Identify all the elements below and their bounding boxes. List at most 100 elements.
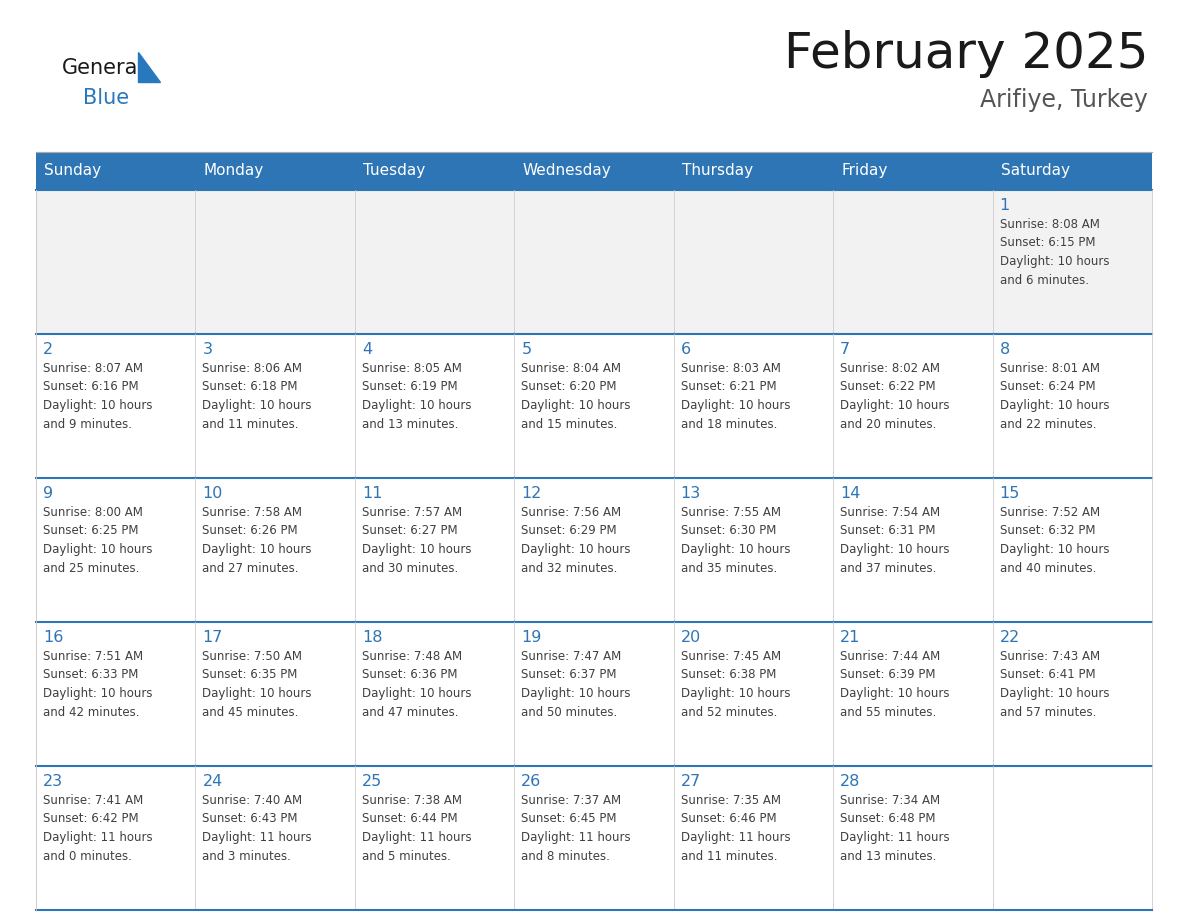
Text: Sunday: Sunday <box>44 163 101 178</box>
Text: Sunrise: 7:45 AM
Sunset: 6:38 PM
Daylight: 10 hours
and 52 minutes.: Sunrise: 7:45 AM Sunset: 6:38 PM Dayligh… <box>681 650 790 719</box>
Text: 16: 16 <box>43 630 63 645</box>
Text: Sunrise: 7:44 AM
Sunset: 6:39 PM
Daylight: 10 hours
and 55 minutes.: Sunrise: 7:44 AM Sunset: 6:39 PM Dayligh… <box>840 650 949 719</box>
Text: 6: 6 <box>681 342 691 357</box>
Text: February 2025: February 2025 <box>784 30 1148 78</box>
Text: 17: 17 <box>202 630 223 645</box>
Bar <box>833 766 992 910</box>
Text: Sunrise: 7:51 AM
Sunset: 6:33 PM
Daylight: 10 hours
and 42 minutes.: Sunrise: 7:51 AM Sunset: 6:33 PM Dayligh… <box>43 650 152 719</box>
Bar <box>992 622 1152 766</box>
Text: 22: 22 <box>999 630 1019 645</box>
Bar <box>514 622 674 766</box>
Bar <box>355 190 514 334</box>
Bar <box>196 622 355 766</box>
Bar <box>36 622 196 766</box>
Bar <box>355 622 514 766</box>
Text: 12: 12 <box>522 486 542 501</box>
Text: 3: 3 <box>202 342 213 357</box>
Text: Sunrise: 8:03 AM
Sunset: 6:21 PM
Daylight: 10 hours
and 18 minutes.: Sunrise: 8:03 AM Sunset: 6:21 PM Dayligh… <box>681 362 790 431</box>
Text: 27: 27 <box>681 774 701 789</box>
Text: 19: 19 <box>522 630 542 645</box>
Text: 24: 24 <box>202 774 222 789</box>
Text: 18: 18 <box>362 630 383 645</box>
Bar <box>36 152 196 190</box>
Bar <box>674 334 833 478</box>
Text: 7: 7 <box>840 342 851 357</box>
Text: 25: 25 <box>362 774 383 789</box>
Bar <box>674 190 833 334</box>
Text: 13: 13 <box>681 486 701 501</box>
Bar <box>514 334 674 478</box>
Bar <box>196 766 355 910</box>
Text: Sunrise: 8:07 AM
Sunset: 6:16 PM
Daylight: 10 hours
and 9 minutes.: Sunrise: 8:07 AM Sunset: 6:16 PM Dayligh… <box>43 362 152 431</box>
Bar <box>992 152 1152 190</box>
Text: Sunrise: 7:37 AM
Sunset: 6:45 PM
Daylight: 11 hours
and 8 minutes.: Sunrise: 7:37 AM Sunset: 6:45 PM Dayligh… <box>522 794 631 863</box>
Text: Thursday: Thursday <box>682 163 753 178</box>
Bar <box>355 334 514 478</box>
Text: 2: 2 <box>43 342 53 357</box>
Polygon shape <box>138 52 160 82</box>
Text: Blue: Blue <box>83 88 129 108</box>
Bar <box>833 622 992 766</box>
Text: Sunrise: 7:58 AM
Sunset: 6:26 PM
Daylight: 10 hours
and 27 minutes.: Sunrise: 7:58 AM Sunset: 6:26 PM Dayligh… <box>202 506 312 575</box>
Text: 9: 9 <box>43 486 53 501</box>
Text: Sunrise: 7:50 AM
Sunset: 6:35 PM
Daylight: 10 hours
and 45 minutes.: Sunrise: 7:50 AM Sunset: 6:35 PM Dayligh… <box>202 650 312 719</box>
Text: Sunrise: 8:05 AM
Sunset: 6:19 PM
Daylight: 10 hours
and 13 minutes.: Sunrise: 8:05 AM Sunset: 6:19 PM Dayligh… <box>362 362 472 431</box>
Text: Sunrise: 8:08 AM
Sunset: 6:15 PM
Daylight: 10 hours
and 6 minutes.: Sunrise: 8:08 AM Sunset: 6:15 PM Dayligh… <box>999 218 1110 286</box>
Bar <box>514 190 674 334</box>
Text: Sunrise: 7:52 AM
Sunset: 6:32 PM
Daylight: 10 hours
and 40 minutes.: Sunrise: 7:52 AM Sunset: 6:32 PM Dayligh… <box>999 506 1110 575</box>
Text: Sunrise: 8:01 AM
Sunset: 6:24 PM
Daylight: 10 hours
and 22 minutes.: Sunrise: 8:01 AM Sunset: 6:24 PM Dayligh… <box>999 362 1110 431</box>
Text: 26: 26 <box>522 774 542 789</box>
Bar <box>36 334 196 478</box>
Text: 21: 21 <box>840 630 860 645</box>
Text: 23: 23 <box>43 774 63 789</box>
Text: Sunrise: 7:38 AM
Sunset: 6:44 PM
Daylight: 11 hours
and 5 minutes.: Sunrise: 7:38 AM Sunset: 6:44 PM Dayligh… <box>362 794 472 863</box>
Bar <box>833 152 992 190</box>
Text: Monday: Monday <box>203 163 264 178</box>
Text: Sunrise: 7:47 AM
Sunset: 6:37 PM
Daylight: 10 hours
and 50 minutes.: Sunrise: 7:47 AM Sunset: 6:37 PM Dayligh… <box>522 650 631 719</box>
Text: 8: 8 <box>999 342 1010 357</box>
Text: General: General <box>62 58 144 78</box>
Bar <box>833 478 992 622</box>
Bar <box>355 152 514 190</box>
Text: 5: 5 <box>522 342 531 357</box>
Bar <box>514 766 674 910</box>
Text: Sunrise: 7:35 AM
Sunset: 6:46 PM
Daylight: 11 hours
and 11 minutes.: Sunrise: 7:35 AM Sunset: 6:46 PM Dayligh… <box>681 794 790 863</box>
Bar <box>833 190 992 334</box>
Text: 28: 28 <box>840 774 860 789</box>
Text: Arifiye, Turkey: Arifiye, Turkey <box>980 88 1148 112</box>
Text: Sunrise: 7:34 AM
Sunset: 6:48 PM
Daylight: 11 hours
and 13 minutes.: Sunrise: 7:34 AM Sunset: 6:48 PM Dayligh… <box>840 794 949 863</box>
Text: 4: 4 <box>362 342 372 357</box>
Text: Sunrise: 7:56 AM
Sunset: 6:29 PM
Daylight: 10 hours
and 32 minutes.: Sunrise: 7:56 AM Sunset: 6:29 PM Dayligh… <box>522 506 631 575</box>
Text: Friday: Friday <box>841 163 887 178</box>
Bar <box>992 334 1152 478</box>
Bar <box>992 478 1152 622</box>
Bar <box>355 478 514 622</box>
Text: Wednesday: Wednesday <box>523 163 611 178</box>
Bar <box>36 190 196 334</box>
Text: 11: 11 <box>362 486 383 501</box>
Bar <box>36 766 196 910</box>
Bar <box>674 766 833 910</box>
Bar <box>992 766 1152 910</box>
Text: 14: 14 <box>840 486 860 501</box>
Text: Saturday: Saturday <box>1000 163 1069 178</box>
Text: Sunrise: 8:00 AM
Sunset: 6:25 PM
Daylight: 10 hours
and 25 minutes.: Sunrise: 8:00 AM Sunset: 6:25 PM Dayligh… <box>43 506 152 575</box>
Bar <box>196 334 355 478</box>
Bar <box>514 152 674 190</box>
Text: Sunrise: 7:43 AM
Sunset: 6:41 PM
Daylight: 10 hours
and 57 minutes.: Sunrise: 7:43 AM Sunset: 6:41 PM Dayligh… <box>999 650 1110 719</box>
Text: Tuesday: Tuesday <box>362 163 425 178</box>
Bar <box>355 766 514 910</box>
Text: Sunrise: 7:55 AM
Sunset: 6:30 PM
Daylight: 10 hours
and 35 minutes.: Sunrise: 7:55 AM Sunset: 6:30 PM Dayligh… <box>681 506 790 575</box>
Bar <box>196 478 355 622</box>
Text: Sunrise: 8:02 AM
Sunset: 6:22 PM
Daylight: 10 hours
and 20 minutes.: Sunrise: 8:02 AM Sunset: 6:22 PM Dayligh… <box>840 362 949 431</box>
Bar <box>674 622 833 766</box>
Bar <box>196 152 355 190</box>
Bar <box>992 190 1152 334</box>
Bar <box>36 478 196 622</box>
Text: Sunrise: 7:57 AM
Sunset: 6:27 PM
Daylight: 10 hours
and 30 minutes.: Sunrise: 7:57 AM Sunset: 6:27 PM Dayligh… <box>362 506 472 575</box>
Bar <box>196 190 355 334</box>
Text: Sunrise: 8:04 AM
Sunset: 6:20 PM
Daylight: 10 hours
and 15 minutes.: Sunrise: 8:04 AM Sunset: 6:20 PM Dayligh… <box>522 362 631 431</box>
Text: Sunrise: 8:06 AM
Sunset: 6:18 PM
Daylight: 10 hours
and 11 minutes.: Sunrise: 8:06 AM Sunset: 6:18 PM Dayligh… <box>202 362 312 431</box>
Text: Sunrise: 7:54 AM
Sunset: 6:31 PM
Daylight: 10 hours
and 37 minutes.: Sunrise: 7:54 AM Sunset: 6:31 PM Dayligh… <box>840 506 949 575</box>
Text: Sunrise: 7:40 AM
Sunset: 6:43 PM
Daylight: 11 hours
and 3 minutes.: Sunrise: 7:40 AM Sunset: 6:43 PM Dayligh… <box>202 794 312 863</box>
